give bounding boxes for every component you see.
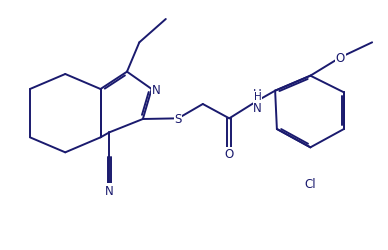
Text: N: N (105, 184, 114, 197)
Text: N: N (253, 101, 262, 114)
Text: O: O (336, 52, 345, 64)
Text: H: H (254, 91, 262, 101)
Text: S: S (175, 112, 182, 125)
Text: O: O (225, 148, 234, 161)
Text: N: N (152, 83, 160, 96)
Text: Cl: Cl (305, 178, 316, 190)
Text: H
N: H N (253, 87, 262, 115)
